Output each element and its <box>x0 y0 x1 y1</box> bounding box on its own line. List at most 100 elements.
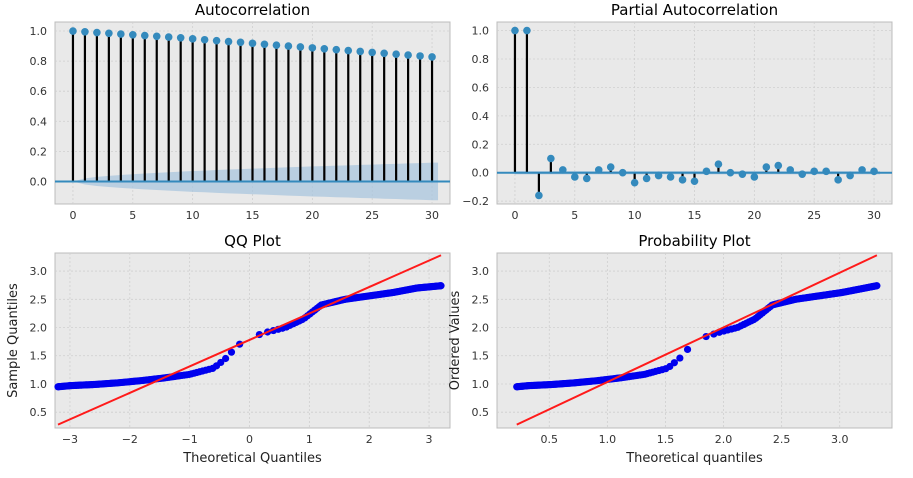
stem-marker <box>594 166 603 174</box>
stem-marker <box>798 170 807 178</box>
stem-marker <box>774 161 783 170</box>
y-tick-label: 3.0 <box>472 265 490 278</box>
stem-marker <box>296 43 305 51</box>
subplot-4: 0.5 1.0 1.5 2.0 2.5 3.0 0.5 1.0 1.5 2.0 2.5 3.0 Prob… <box>448 232 893 466</box>
x-tick-label: 0 <box>246 433 253 446</box>
y-tick-label: 1.5 <box>472 350 490 363</box>
stem-marker <box>690 177 699 186</box>
subplot-2: 0 5 10 15 20 25 30 −0.2 0.0 0.2 0.4 0.6 0.8 1.0 Partia… <box>462 1 893 222</box>
y-tick-label: 0.4 <box>472 110 490 123</box>
stem-marker <box>642 174 651 183</box>
y-tick-label: 0.4 <box>30 115 48 128</box>
stem-marker <box>834 176 842 184</box>
y-tick-label: 1.0 <box>30 25 48 38</box>
y-tick-label: 2.5 <box>472 293 490 306</box>
y-tick-label: 1.0 <box>472 378 490 391</box>
stem-marker <box>320 44 329 53</box>
stem-marker <box>618 168 627 177</box>
reference-line <box>516 254 878 426</box>
stem-marker <box>140 31 149 40</box>
data-point <box>670 359 678 367</box>
y-tick-label: 0.8 <box>472 53 490 66</box>
plot-area <box>54 252 451 429</box>
x-tick-label: 0.5 <box>541 433 559 446</box>
stem-marker <box>212 36 221 45</box>
stem-marker <box>547 154 555 163</box>
stem-marker <box>380 49 388 58</box>
chart-title: Partial Autocorrelation <box>611 1 778 19</box>
stem-marker <box>666 173 675 181</box>
stem-marker <box>678 176 687 184</box>
x-tick-label: 20 <box>747 209 761 222</box>
y-axis-label: Sample Quantiles <box>6 283 21 398</box>
y-tick-label: 0.6 <box>472 81 490 94</box>
x-tick-label: 30 <box>867 209 881 222</box>
y-tick-label: 0.5 <box>472 406 490 419</box>
y-tick-label: 0.8 <box>30 55 48 68</box>
y-tick-label: 2.0 <box>30 322 48 335</box>
stem-marker <box>654 171 663 180</box>
stem-marker <box>368 48 376 57</box>
stem-marker <box>582 174 591 183</box>
stem-marker <box>69 27 77 35</box>
y-tick-label: 0.6 <box>30 85 48 98</box>
x-tick-label: 2 <box>366 433 373 446</box>
stem-marker <box>523 26 531 35</box>
data-point <box>227 348 236 356</box>
stem-marker <box>308 44 317 52</box>
y-tick-label: 0.5 <box>30 406 48 419</box>
y-tick-label: 1.0 <box>30 378 48 391</box>
x-tick-label: 10 <box>628 209 642 222</box>
x-tick-label: 1.5 <box>657 433 675 446</box>
stem-marker <box>164 33 173 41</box>
stem-marker <box>714 160 723 168</box>
chart-title: Autocorrelation <box>195 1 310 19</box>
y-tick-label: 1.5 <box>30 350 48 363</box>
stem-marker <box>117 30 125 38</box>
stem-marker <box>428 53 436 61</box>
stem-marker <box>200 35 209 44</box>
subplot-3: −3 −2 −1 0 1 2 3 0.5 1.0 1.5 2.0 2.5 3.0 QQ Plot Theor… <box>6 232 451 466</box>
stem-marker <box>93 28 101 37</box>
data-point <box>217 358 225 367</box>
stem-marker <box>284 42 293 50</box>
x-tick-label: 25 <box>365 209 379 222</box>
x-tick-label: 10 <box>186 209 200 222</box>
stem-marker <box>810 167 818 176</box>
stem-marker <box>762 163 771 171</box>
x-tick-label: 3 <box>426 433 433 446</box>
reference-line <box>57 254 442 426</box>
x-tick-label: 5 <box>129 209 136 222</box>
stem-marker <box>236 38 245 47</box>
stem-marker <box>248 39 257 48</box>
y-tick-label: 0.0 <box>472 167 490 180</box>
x-tick-label: 20 <box>305 209 319 222</box>
x-tick-label: 5 <box>571 209 578 222</box>
y-tick-label: −0.2 <box>462 195 489 208</box>
stem-marker <box>188 35 197 43</box>
y-tick-label: 1.0 <box>472 25 490 38</box>
stem-marker <box>332 45 341 54</box>
stem-marker <box>846 171 854 180</box>
stem-marker <box>511 26 519 35</box>
x-tick-label: −2 <box>122 433 138 446</box>
stem-marker <box>392 50 400 58</box>
x-axis-label: Theoretical quantiles <box>625 451 763 466</box>
stem-marker <box>535 191 543 200</box>
y-tick-label: 0.2 <box>472 138 490 151</box>
stem-marker <box>81 27 89 36</box>
stem-marker <box>224 37 233 46</box>
stem-marker <box>630 178 639 187</box>
stem-marker <box>404 51 412 59</box>
stem-marker <box>416 52 424 60</box>
stem-marker <box>176 33 185 42</box>
x-tick-label: 0 <box>69 209 76 222</box>
y-axis-label: Ordered Values <box>448 291 463 391</box>
stem-marker <box>750 173 759 181</box>
x-tick-label: 15 <box>246 209 260 222</box>
data-point <box>437 282 445 290</box>
y-tick-label: 2.5 <box>30 293 48 306</box>
x-tick-label: 3.0 <box>831 433 849 446</box>
stem-marker <box>356 47 365 56</box>
